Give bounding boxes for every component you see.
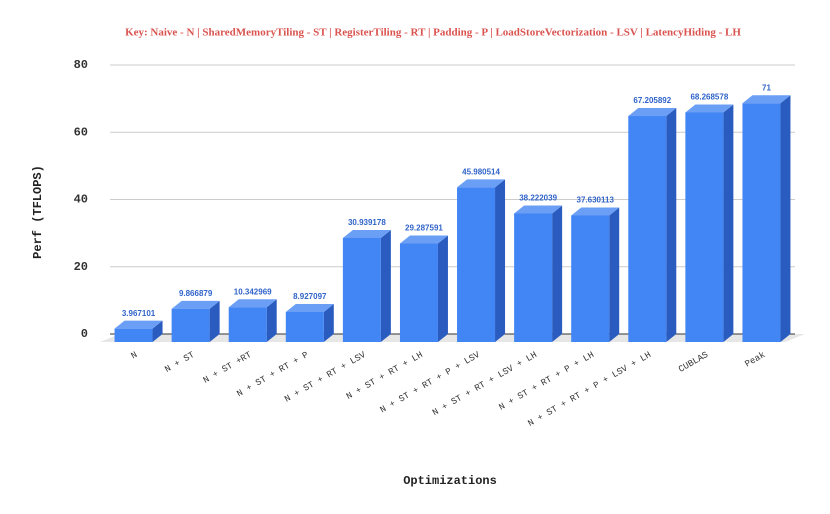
bar-side: [380, 229, 391, 342]
bar-side: [609, 207, 620, 342]
x-tick-label: N + ST + RT + P + LH: [497, 350, 596, 413]
x-tick-label: N + ST + RT + LSV + LH: [431, 350, 539, 418]
bar-top: [399, 235, 448, 244]
value-label: 45.980514: [462, 167, 500, 176]
x-tick-label: N + ST + RT + P + LSV: [379, 350, 483, 416]
bar-front: [457, 187, 496, 342]
bar-top: [457, 179, 506, 188]
bar-front: [399, 243, 438, 342]
value-label: 10.342969: [234, 287, 272, 296]
bar: [342, 229, 391, 342]
x-tick-label: CUBLAS: [677, 350, 710, 375]
bar-front: [742, 103, 781, 342]
bar-front: [114, 328, 153, 342]
value-label: 8.927097: [293, 292, 327, 301]
value-label: 9.866879: [179, 289, 213, 298]
y-tick-label: 40: [74, 193, 88, 207]
bar-side: [666, 108, 677, 342]
bar-front: [685, 112, 724, 343]
bar-side: [495, 179, 506, 342]
y-tick-label: 0: [81, 327, 88, 341]
x-axis-label: Optimizations: [403, 474, 497, 488]
bar-top: [342, 229, 391, 238]
bar: [685, 104, 734, 343]
x-tick-label: N + ST +RT: [202, 350, 254, 386]
x-tick-label: N: [130, 350, 140, 361]
bar-front: [228, 307, 267, 342]
x-tick-label: N + ST: [163, 350, 197, 375]
bar-top: [685, 104, 734, 113]
bar-side: [437, 235, 448, 342]
bar-front: [171, 308, 210, 342]
bar-side: [723, 104, 734, 343]
value-label: 68.268578: [690, 93, 728, 102]
bar-top: [571, 207, 620, 216]
y-tick-label: 80: [74, 58, 88, 72]
value-label: 38.222039: [519, 194, 557, 203]
bar-top: [742, 95, 791, 104]
x-tick-label: Peak: [743, 350, 767, 369]
bar-front: [285, 311, 324, 342]
value-label: 67.205892: [633, 96, 671, 105]
bar-side: [552, 205, 563, 342]
bar: [285, 303, 334, 342]
y-tick-label: 20: [74, 260, 88, 274]
value-label: 30.939178: [348, 218, 386, 227]
value-label: 3.967101: [122, 309, 156, 318]
bar: [457, 179, 506, 342]
bar: [228, 299, 277, 342]
bar: [571, 207, 620, 342]
bar: [514, 205, 563, 342]
bar: [628, 108, 677, 342]
bar-top: [171, 300, 220, 309]
bar-front: [628, 116, 667, 342]
bar-top: [628, 108, 677, 117]
bar: [399, 235, 448, 342]
bar-front: [514, 213, 553, 342]
y-axis-label: Perf (TFLOPS): [31, 165, 45, 259]
bar-top: [228, 299, 277, 308]
bar-top: [514, 205, 563, 214]
value-label: 71: [762, 83, 771, 92]
bar: [171, 300, 220, 342]
value-label: 37.630113: [577, 196, 615, 205]
bar: [742, 95, 791, 342]
bar-front: [342, 237, 381, 342]
value-label: 29.287591: [405, 224, 443, 233]
bar-side: [209, 300, 220, 342]
bar-side: [323, 303, 334, 342]
bar-side: [266, 299, 277, 342]
chart-title: Key: Naive - N | SharedMemoryTiling - ST…: [125, 27, 741, 39]
bar-side: [780, 95, 791, 342]
bar-top: [285, 303, 334, 312]
bar-top: [114, 320, 163, 329]
bar-front: [571, 215, 610, 342]
bar: [114, 320, 163, 342]
y-tick-label: 60: [74, 125, 88, 139]
bar-side: [152, 320, 163, 342]
